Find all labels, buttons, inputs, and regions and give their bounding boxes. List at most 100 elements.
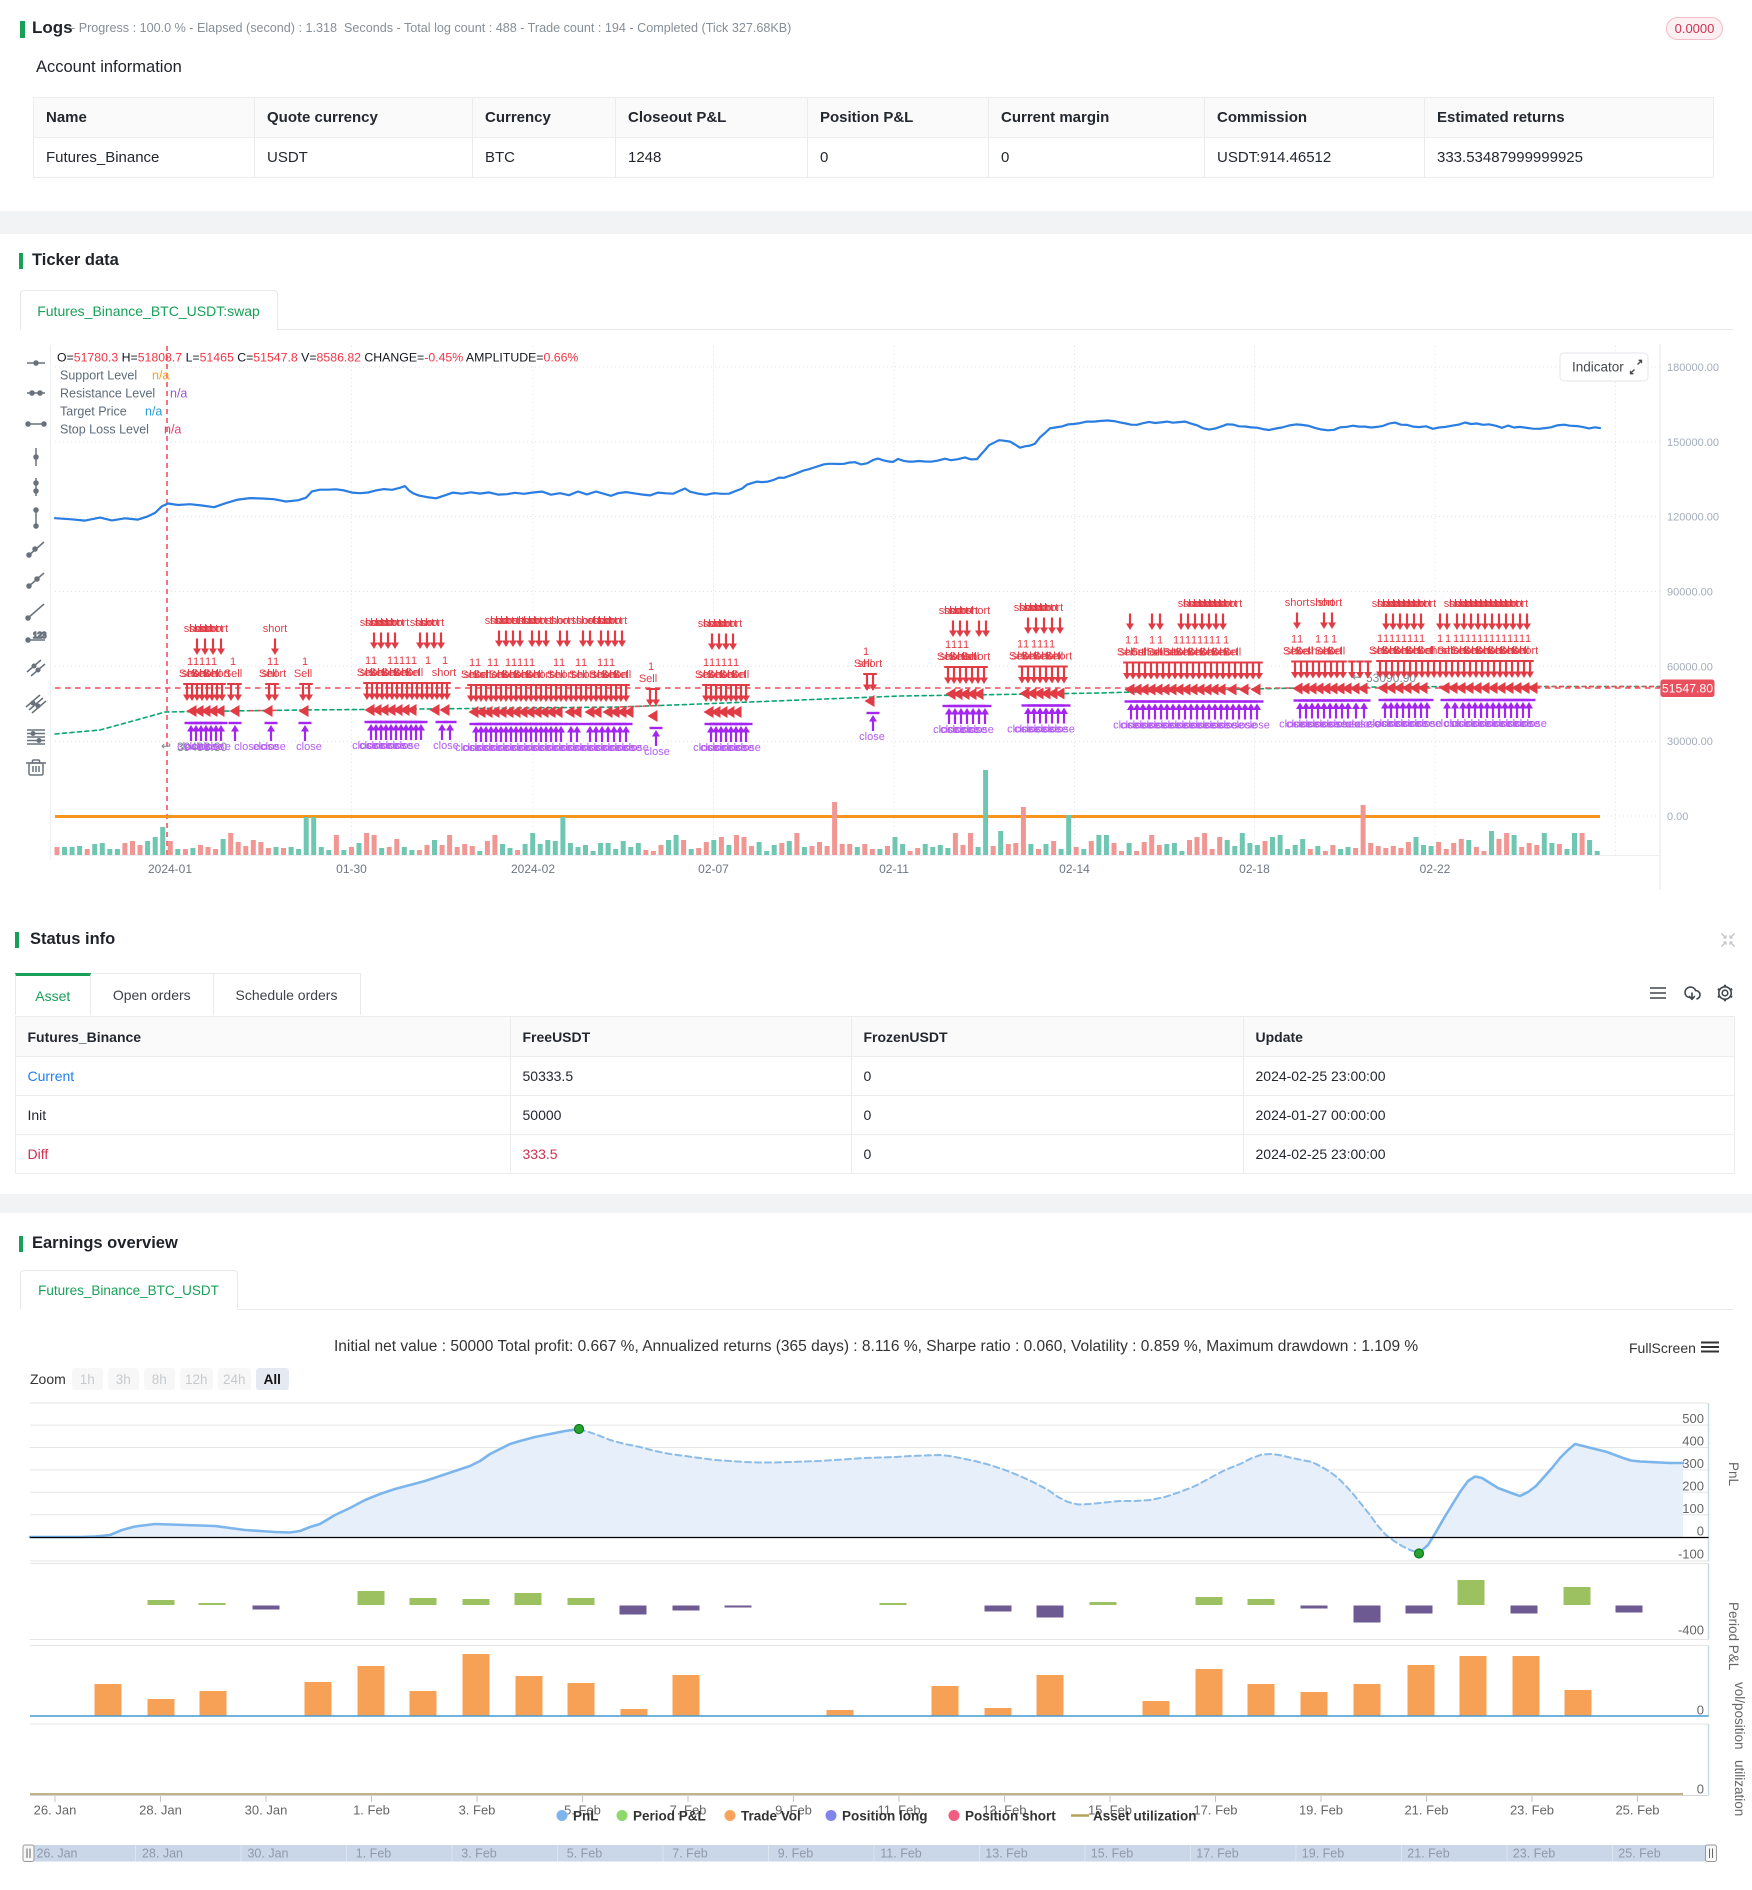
svg-text:close: close xyxy=(184,741,210,753)
svg-text:Position short: Position short xyxy=(965,1809,1056,1824)
svg-text:short: short xyxy=(1178,598,1202,610)
svg-text:close: close xyxy=(1355,719,1381,731)
svg-text:short: short xyxy=(593,615,617,627)
svg-text:close: close xyxy=(1479,718,1505,730)
svg-text:close: close xyxy=(700,742,726,754)
svg-text:short: short xyxy=(1120,647,1144,659)
svg-text:Sell: Sell xyxy=(1487,645,1505,657)
svg-text:short: short xyxy=(485,615,509,627)
svg-text:1: 1 xyxy=(1483,633,1489,645)
svg-text:close: close xyxy=(1120,720,1146,732)
svg-text:close: close xyxy=(1458,718,1484,730)
svg-text:short: short xyxy=(384,667,408,679)
svg-text:close: close xyxy=(366,740,392,752)
svg-text:close: close xyxy=(177,741,203,753)
svg-text:close: close xyxy=(693,742,719,754)
svg-text:3. Feb: 3. Feb xyxy=(461,1847,496,1861)
svg-text:short: short xyxy=(500,615,524,627)
svg-text:close: close xyxy=(1169,720,1195,732)
svg-text:short: short xyxy=(1039,602,1063,614)
svg-text:1: 1 xyxy=(963,639,969,651)
svg-text:utilization: utilization xyxy=(1732,1760,1747,1816)
svg-text:1: 1 xyxy=(1525,633,1531,645)
svg-text:Stop Loss Level: Stop Loss Level xyxy=(60,423,149,437)
svg-text:1: 1 xyxy=(1519,633,1525,645)
svg-text:n/a: n/a xyxy=(164,423,181,437)
svg-text:1: 1 xyxy=(475,657,481,669)
svg-text:short: short xyxy=(1494,598,1518,610)
svg-text:1: 1 xyxy=(442,655,448,667)
svg-text:close: close xyxy=(1381,718,1407,730)
svg-text:short: short xyxy=(1012,651,1036,663)
svg-text:180000.00: 180000.00 xyxy=(1667,362,1719,374)
svg-text:short: short xyxy=(1504,598,1528,610)
svg-text:close: close xyxy=(1204,720,1230,732)
svg-text:↩: ↩ xyxy=(1352,670,1362,684)
svg-text:1: 1 xyxy=(727,657,733,669)
svg-text:close: close xyxy=(1286,719,1312,731)
svg-text:1: 1 xyxy=(1323,634,1329,646)
svg-text:1: 1 xyxy=(1413,633,1419,645)
svg-text:short: short xyxy=(1402,598,1426,610)
svg-text:1: 1 xyxy=(1501,633,1507,645)
svg-text:400: 400 xyxy=(1682,1434,1704,1449)
svg-text:short: short xyxy=(949,605,973,617)
svg-text:Sell: Sell xyxy=(1283,646,1301,658)
svg-text:close: close xyxy=(553,742,579,754)
svg-text:short: short xyxy=(952,651,976,663)
svg-text:close: close xyxy=(1028,724,1054,736)
svg-text:Sell: Sell xyxy=(1187,647,1205,659)
svg-text:1: 1 xyxy=(1377,633,1383,645)
svg-text:close: close xyxy=(1021,724,1047,736)
svg-text:close: close xyxy=(968,724,994,736)
svg-text:120000.00: 120000.00 xyxy=(1667,512,1719,524)
svg-text:Sell: Sell xyxy=(1327,646,1345,658)
svg-text:1: 1 xyxy=(487,657,493,669)
svg-text:close: close xyxy=(1148,720,1174,732)
svg-text:short: short xyxy=(708,618,732,630)
svg-text:short: short xyxy=(370,617,394,629)
svg-text:short: short xyxy=(940,651,964,663)
svg-text:1: 1 xyxy=(1215,635,1221,647)
svg-text:short: short xyxy=(199,623,223,635)
svg-text:short: short xyxy=(410,617,434,629)
svg-text:15. Feb: 15. Feb xyxy=(1088,1803,1132,1818)
svg-text:Sell: Sell xyxy=(1009,651,1027,663)
svg-text:close: close xyxy=(490,742,516,754)
svg-text:short: short xyxy=(604,669,628,681)
svg-text:Period P&L: Period P&L xyxy=(633,1809,706,1824)
svg-text:close: close xyxy=(387,740,413,752)
svg-text:short: short xyxy=(1034,602,1058,614)
svg-text:1: 1 xyxy=(405,655,411,667)
svg-text:1: 1 xyxy=(951,639,957,651)
svg-text:short: short xyxy=(380,617,404,629)
svg-text:23. Feb: 23. Feb xyxy=(1513,1847,1555,1861)
svg-text:30000.00: 30000.00 xyxy=(1667,736,1713,748)
svg-text:close: close xyxy=(581,742,607,754)
svg-text:short: short xyxy=(1036,651,1060,663)
svg-text:short: short xyxy=(372,667,396,679)
svg-text:short: short xyxy=(1318,597,1342,609)
svg-text:2024-01: 2024-01 xyxy=(148,862,192,876)
svg-text:close: close xyxy=(567,742,593,754)
svg-text:close: close xyxy=(455,742,481,754)
svg-text:28. Jan: 28. Jan xyxy=(139,1803,182,1818)
svg-text:Sell: Sell xyxy=(547,669,565,681)
svg-text:short: short xyxy=(495,615,519,627)
svg-text:21. Feb: 21. Feb xyxy=(1407,1847,1449,1861)
svg-text:39493.30: 39493.30 xyxy=(177,740,227,754)
svg-text:1: 1 xyxy=(1125,635,1131,647)
svg-text:1: 1 xyxy=(1203,635,1209,647)
svg-text:close: close xyxy=(1014,724,1040,736)
svg-text:Sell: Sell xyxy=(513,669,531,681)
svg-text:26. Jan: 26. Jan xyxy=(36,1847,77,1861)
svg-text:1: 1 xyxy=(1419,633,1425,645)
svg-text:O=51780.3 H=51808.7 L=51465 C=: O=51780.3 H=51808.7 L=51465 C=51547.8 V=… xyxy=(57,351,578,365)
svg-text:close: close xyxy=(1451,718,1477,730)
svg-text:close: close xyxy=(497,742,523,754)
svg-text:close: close xyxy=(1176,720,1202,732)
svg-text:close: close xyxy=(532,742,558,754)
svg-text:Sell: Sell xyxy=(393,667,411,679)
svg-text:1: 1 xyxy=(1031,639,1037,651)
svg-text:Sell: Sell xyxy=(1045,651,1063,663)
